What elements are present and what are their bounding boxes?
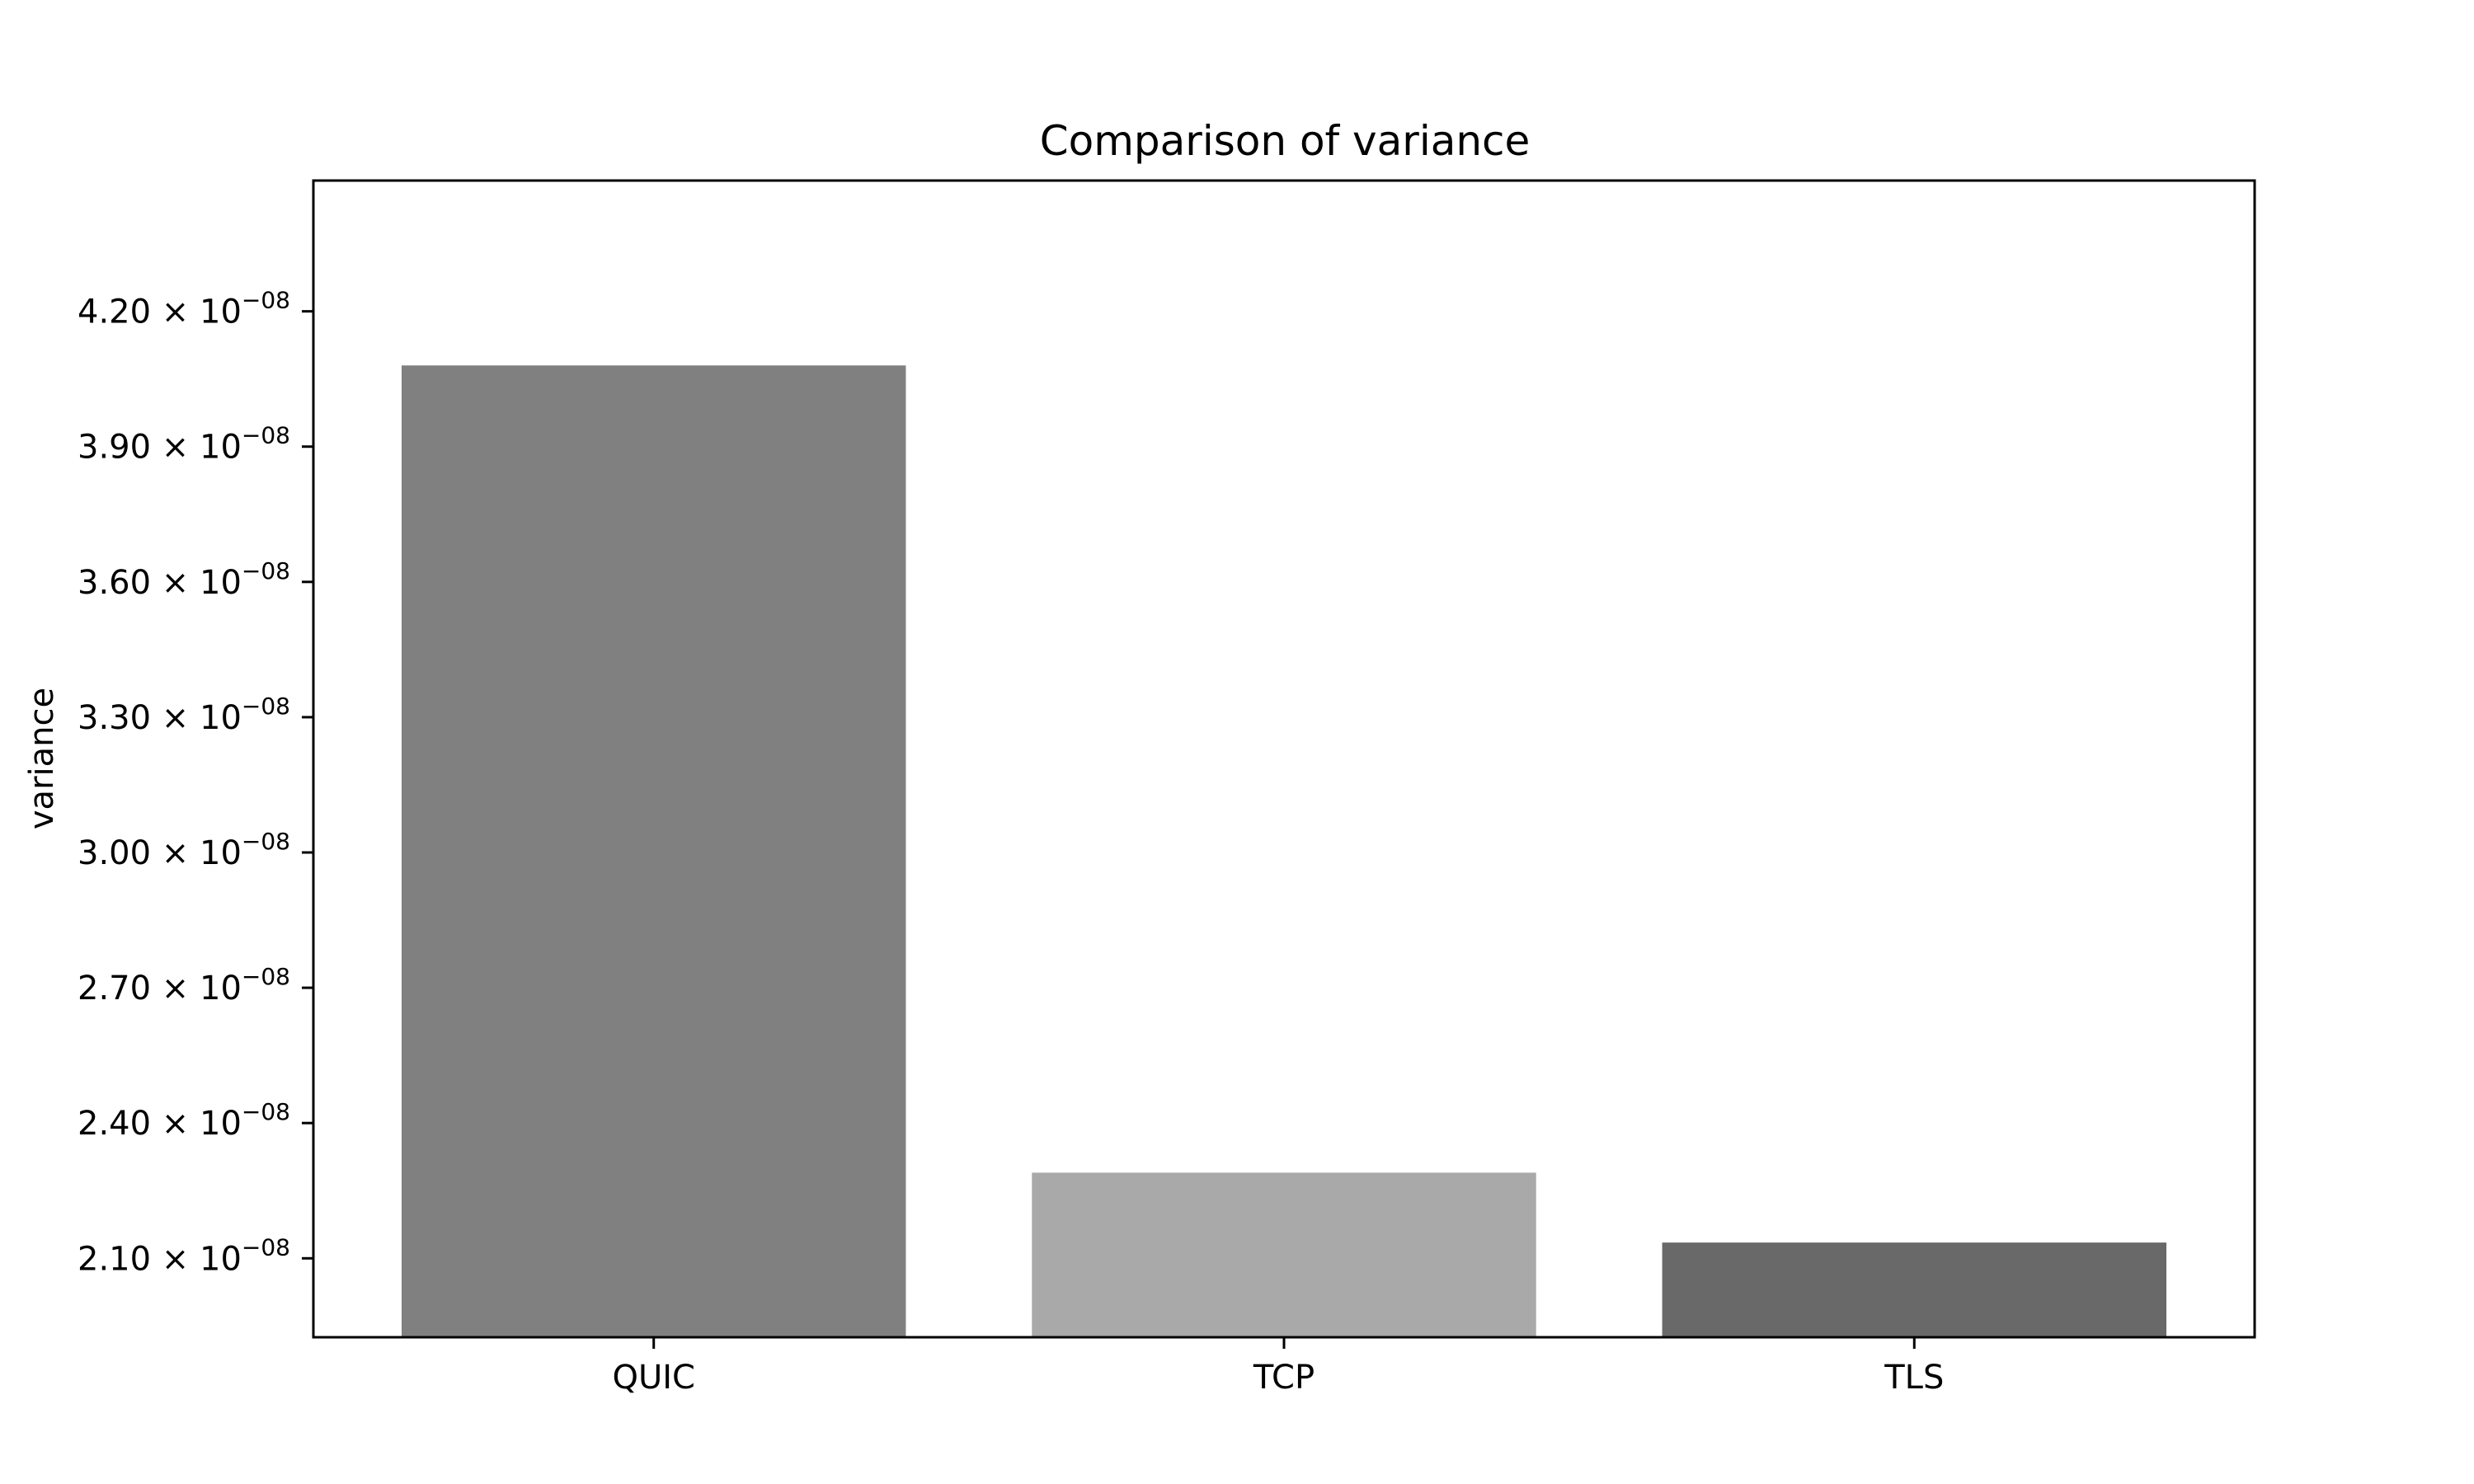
y-axis-label: variance <box>23 688 61 829</box>
y-tick-label: 4.20 × 10−08 <box>78 287 290 331</box>
bar-tcp <box>1032 1172 1536 1337</box>
x-tick-label-tcp: TCP <box>1253 1359 1315 1397</box>
y-tick-label: 3.00 × 10−08 <box>78 828 290 872</box>
y-tick-label: 2.70 × 10−08 <box>78 963 290 1007</box>
y-tick-label: 3.90 × 10−08 <box>78 422 290 467</box>
x-tick-label-tls: TLS <box>1884 1359 1944 1397</box>
x-ticks-group: QUIC TCP TLS <box>612 1337 1944 1397</box>
chart-title: Comparison of variance <box>1040 117 1531 165</box>
x-tick-label-quic: QUIC <box>612 1359 695 1397</box>
y-tick-label: 2.10 × 10−08 <box>78 1233 290 1278</box>
y-tick-label: 3.60 × 10−08 <box>78 557 290 602</box>
y-tick-label: 2.40 × 10−08 <box>78 1098 290 1143</box>
bar-tls <box>1662 1242 2166 1337</box>
plot-frame <box>312 179 2256 1339</box>
bar-quic <box>402 365 906 1337</box>
y-tick-label: 3.30 × 10−08 <box>78 693 290 737</box>
bars-group <box>402 365 2166 1337</box>
y-ticks-group: 2.10 × 10−08 2.40 × 10−08 2.70 × 10−08 3.00… <box>78 287 313 1278</box>
